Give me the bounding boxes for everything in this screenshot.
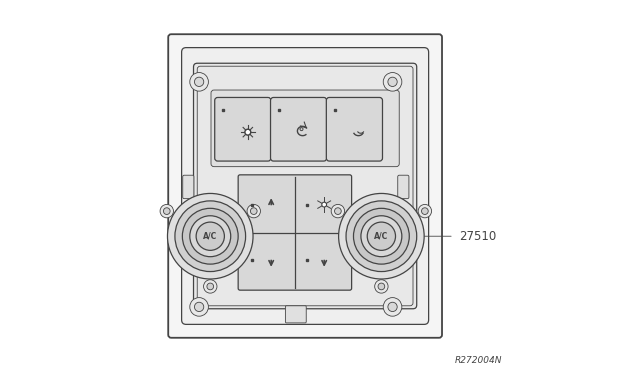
Circle shape [250, 208, 257, 214]
FancyBboxPatch shape [271, 97, 326, 161]
Circle shape [247, 204, 260, 218]
Circle shape [422, 208, 428, 214]
Circle shape [418, 204, 431, 218]
FancyBboxPatch shape [182, 48, 429, 324]
Circle shape [322, 202, 326, 207]
Text: 27510: 27510 [460, 230, 497, 243]
Circle shape [246, 131, 250, 134]
Circle shape [195, 302, 204, 312]
Text: A/C: A/C [203, 232, 218, 241]
Circle shape [160, 204, 173, 218]
Circle shape [353, 208, 410, 264]
Circle shape [367, 222, 396, 250]
Circle shape [204, 280, 217, 293]
Text: R272004N: R272004N [455, 356, 502, 365]
Circle shape [361, 216, 402, 257]
Circle shape [378, 283, 385, 290]
Circle shape [383, 298, 402, 316]
Circle shape [190, 216, 231, 257]
FancyBboxPatch shape [211, 90, 399, 167]
Circle shape [175, 201, 246, 272]
FancyBboxPatch shape [285, 306, 306, 323]
FancyBboxPatch shape [215, 97, 271, 161]
FancyBboxPatch shape [183, 175, 194, 199]
FancyBboxPatch shape [168, 34, 442, 338]
Circle shape [388, 302, 397, 312]
Circle shape [383, 73, 402, 91]
Circle shape [168, 193, 253, 279]
Circle shape [163, 208, 170, 214]
Circle shape [196, 222, 225, 250]
Circle shape [374, 280, 388, 293]
FancyBboxPatch shape [193, 63, 417, 309]
Circle shape [331, 204, 344, 218]
Circle shape [245, 129, 251, 135]
Circle shape [195, 77, 204, 86]
Circle shape [388, 77, 397, 86]
FancyBboxPatch shape [238, 175, 351, 290]
FancyBboxPatch shape [326, 97, 383, 161]
Circle shape [190, 73, 209, 91]
Circle shape [182, 208, 238, 264]
Text: A/C: A/C [374, 232, 388, 241]
Circle shape [346, 201, 417, 272]
Circle shape [323, 203, 325, 206]
Circle shape [339, 193, 424, 279]
Circle shape [207, 283, 214, 290]
Circle shape [335, 208, 341, 214]
FancyBboxPatch shape [397, 175, 409, 199]
Circle shape [190, 298, 209, 316]
